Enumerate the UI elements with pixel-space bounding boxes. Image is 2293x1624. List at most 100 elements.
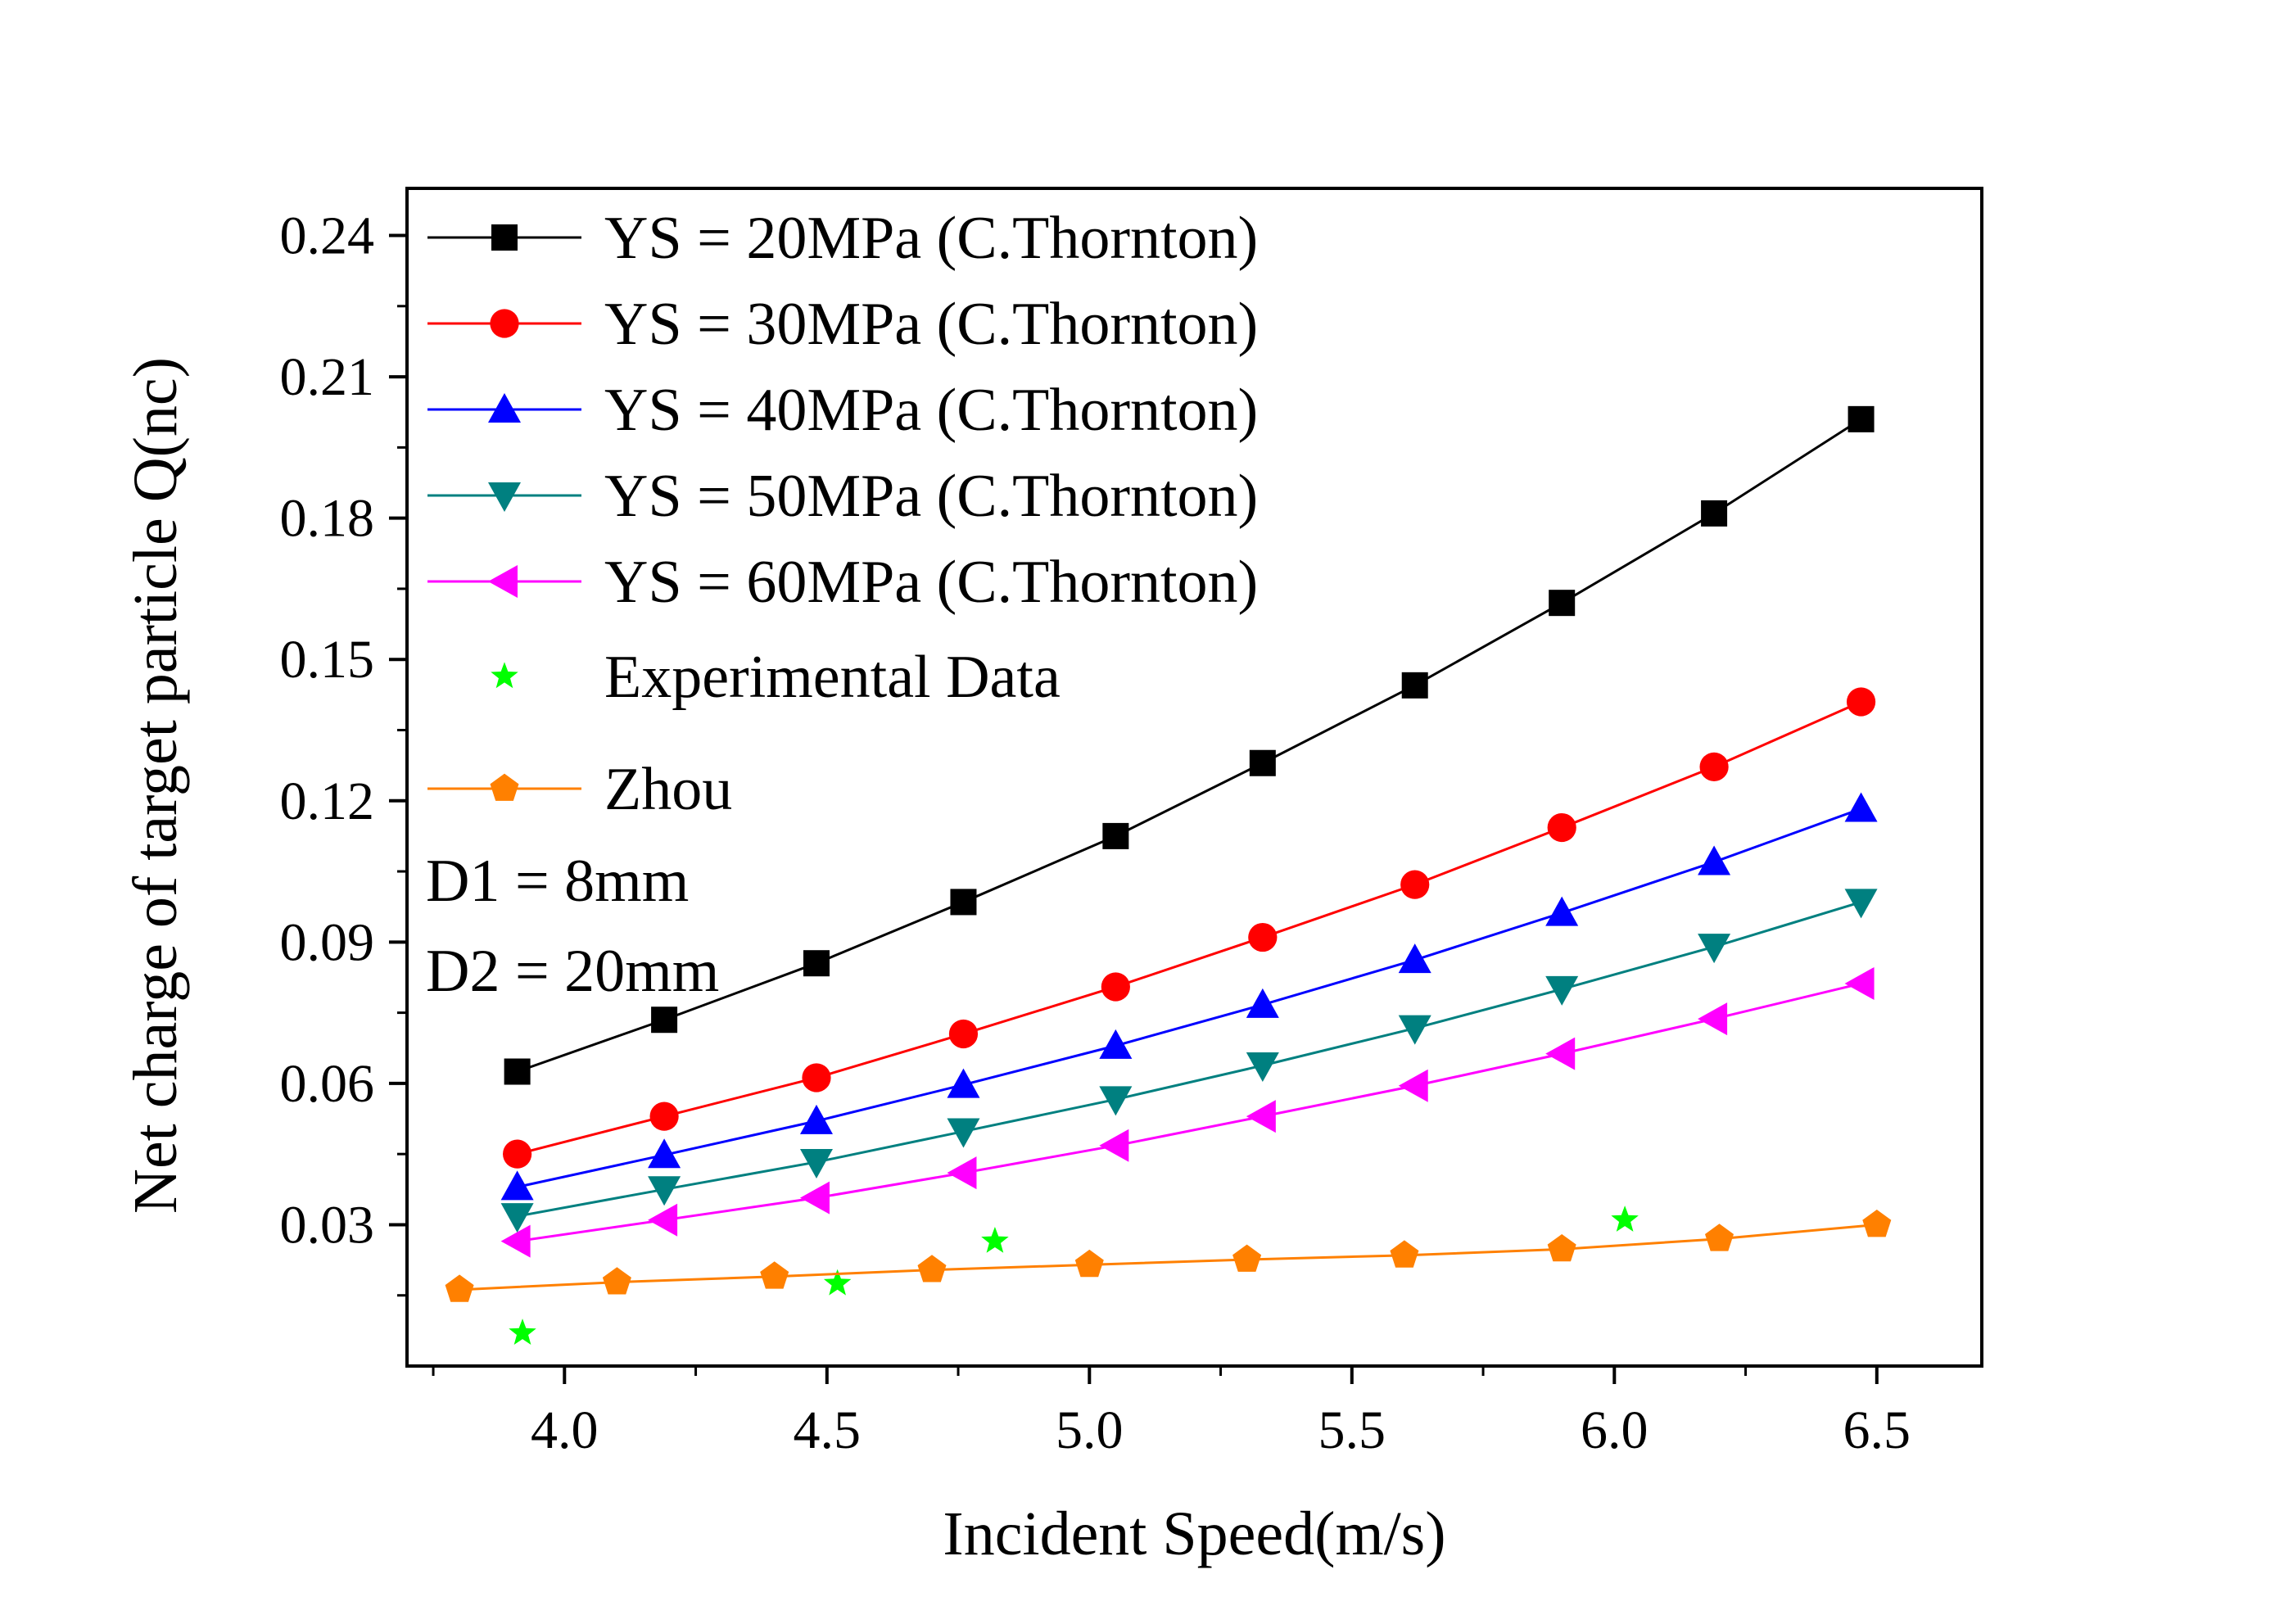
data-point	[1232, 1244, 1262, 1272]
annotation-d1: D1 = 8mm	[426, 848, 689, 915]
data-point	[917, 1255, 947, 1282]
data-point	[1398, 1015, 1431, 1045]
data-point	[1246, 988, 1279, 1018]
data-point	[504, 1058, 531, 1085]
legend-label: Experimental Data	[604, 644, 1061, 711]
legend-label: YS = 20MPa (C.Thornton)	[604, 205, 1258, 272]
data-point	[648, 1138, 681, 1169]
data-point	[799, 1181, 830, 1215]
data-point	[823, 1269, 852, 1296]
data-point	[1698, 845, 1731, 875]
data-point	[799, 1104, 833, 1134]
legend-marker	[491, 224, 518, 251]
data-point	[1099, 1086, 1133, 1116]
series-0	[504, 405, 1875, 1085]
legend-item: YS = 50MPa (C.Thornton)	[427, 463, 1258, 530]
legend-marker	[491, 662, 518, 689]
data-point	[947, 1118, 980, 1148]
data-point	[1844, 792, 1878, 822]
legend-label: Zhou	[604, 756, 732, 823]
data-point	[1701, 500, 1728, 527]
data-point	[950, 889, 977, 916]
data-point	[760, 1261, 789, 1289]
data-point	[445, 1274, 474, 1302]
data-point	[799, 1148, 833, 1178]
legend-item: Zhou	[427, 756, 732, 823]
legend-label: YS = 50MPa (C.Thornton)	[604, 463, 1258, 530]
data-point	[947, 1156, 977, 1190]
data-point	[948, 1019, 979, 1049]
legend-item: YS = 30MPa (C.Thornton)	[427, 291, 1258, 358]
data-point	[1398, 1069, 1428, 1102]
legend-marker	[490, 309, 519, 338]
data-point	[602, 1267, 631, 1295]
series-line	[517, 700, 1862, 1156]
data-point	[1099, 1029, 1133, 1059]
legend-marker	[488, 482, 521, 512]
legend-item: Experimental Data	[491, 644, 1061, 711]
legend-label: YS = 60MPa (C.Thornton)	[604, 549, 1258, 616]
x-tick-label: 6.0	[1581, 1400, 1649, 1460]
data-point	[1398, 943, 1431, 974]
legend-item: YS = 60MPa (C.Thornton)	[427, 549, 1258, 616]
data-point	[1390, 1240, 1419, 1268]
annotation-d2: D2 = 20mm	[426, 938, 719, 1005]
data-point	[1400, 870, 1430, 899]
plot-frame	[405, 187, 1983, 1368]
legend-item: YS = 40MPa (C.Thornton)	[427, 377, 1258, 444]
data-point	[500, 1203, 534, 1233]
y-tick-label: 0.24	[280, 206, 375, 266]
y-tick-label: 0.15	[280, 630, 375, 690]
y-tick-label: 0.09	[280, 912, 375, 972]
series-3	[500, 889, 1878, 1233]
data-point	[648, 1176, 681, 1206]
data-point	[1698, 934, 1731, 964]
x-tick-label: 5.0	[1056, 1400, 1124, 1460]
data-point	[1699, 752, 1729, 781]
y-tick-label: 0.18	[280, 489, 375, 549]
data-point	[1547, 812, 1576, 843]
legend-marker	[488, 393, 521, 423]
data-point	[1611, 1206, 1639, 1232]
data-point	[1844, 966, 1875, 1000]
x-tick-label: 4.0	[531, 1400, 599, 1460]
data-point	[1401, 672, 1428, 699]
data-point	[802, 1063, 831, 1092]
legend-label: YS = 40MPa (C.Thornton)	[604, 377, 1258, 444]
data-point	[981, 1226, 1009, 1253]
data-point	[1545, 896, 1579, 926]
data-point	[649, 1102, 679, 1131]
data-point	[1246, 1052, 1279, 1083]
data-point	[1545, 1037, 1576, 1070]
data-point	[1248, 922, 1278, 952]
y-tick-label: 0.21	[280, 347, 375, 407]
annotations: D1 = 8mm D2 = 20mm	[426, 848, 719, 1005]
y-tick-label: 0.12	[280, 771, 375, 831]
x-tick-label: 4.5	[794, 1400, 862, 1460]
legend-marker	[488, 565, 518, 598]
data-point	[803, 950, 830, 977]
legend-label: YS = 30MPa (C.Thornton)	[604, 291, 1258, 358]
legend-item: YS = 20MPa (C.Thornton)	[427, 205, 1258, 272]
data-point	[651, 1007, 678, 1034]
data-point	[1099, 1129, 1129, 1162]
data-point	[648, 1203, 678, 1237]
x-axis-label: Incident Speed(m/s)	[943, 1500, 1445, 1568]
data-point	[1547, 1233, 1576, 1262]
data-point	[1844, 889, 1878, 919]
data-point	[1545, 975, 1579, 1006]
series-1	[503, 687, 1876, 1169]
series-line	[517, 900, 1862, 1218]
data-point	[1246, 1100, 1276, 1133]
data-point	[1101, 972, 1130, 1002]
series-6	[445, 1210, 1892, 1302]
series-line	[517, 982, 1861, 1243]
series-line	[517, 418, 1862, 1073]
y-tick-label: 0.03	[280, 1195, 375, 1255]
data-point	[1102, 822, 1129, 849]
data-point	[1848, 405, 1875, 432]
data-point	[503, 1139, 532, 1169]
